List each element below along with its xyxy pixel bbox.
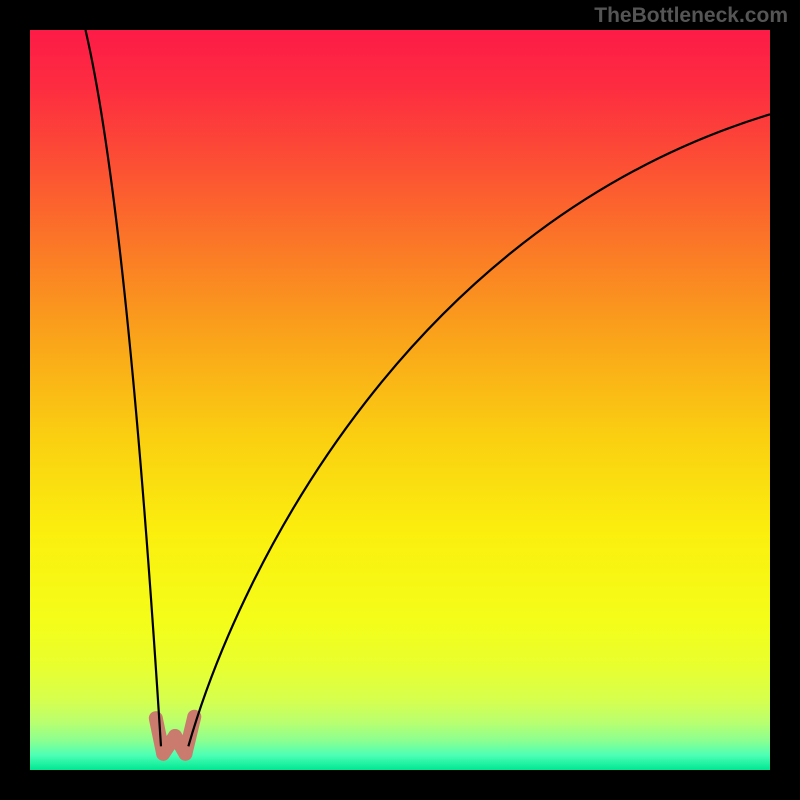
frame-left <box>0 0 30 800</box>
chart-container: TheBottleneck.com <box>0 0 800 800</box>
plot-area <box>30 30 770 770</box>
gradient-background <box>30 30 770 770</box>
watermark-text: TheBottleneck.com <box>594 4 788 28</box>
frame-right <box>770 0 800 800</box>
plot-svg <box>30 30 770 770</box>
frame-bottom <box>0 770 800 800</box>
